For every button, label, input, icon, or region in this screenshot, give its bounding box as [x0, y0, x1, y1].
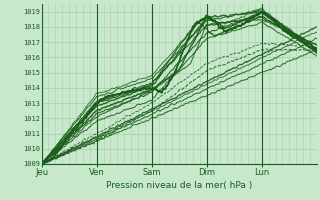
X-axis label: Pression niveau de la mer( hPa ): Pression niveau de la mer( hPa ) — [106, 181, 252, 190]
